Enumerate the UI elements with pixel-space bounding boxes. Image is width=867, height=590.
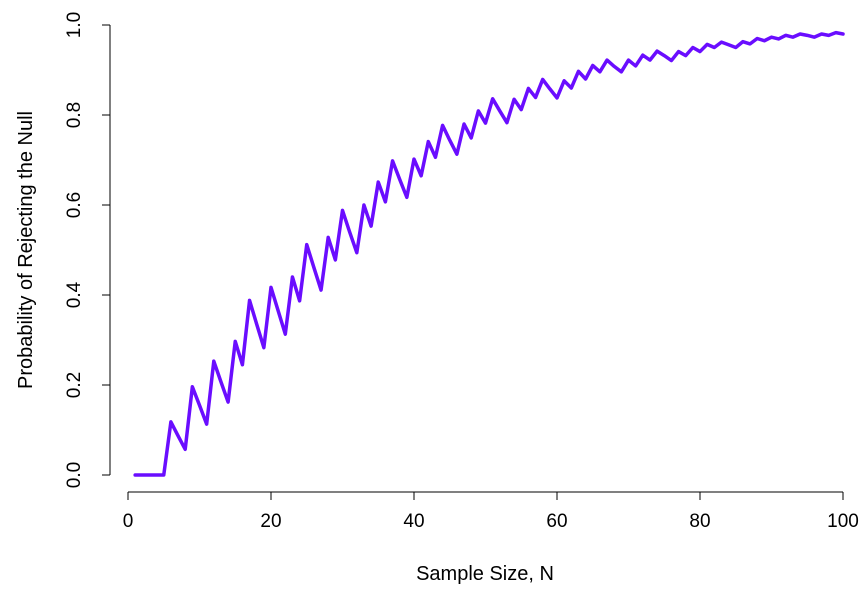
x-tick-label: 80 bbox=[689, 511, 710, 532]
x-tick-label: 0 bbox=[123, 511, 134, 532]
y-tick-label: 0.6 bbox=[64, 192, 85, 218]
x-tick-label: 40 bbox=[403, 511, 424, 532]
y-tick-label: 0.8 bbox=[64, 102, 85, 128]
y-tick-label: 0.2 bbox=[64, 372, 85, 398]
x-axis: 0 20 40 60 80 100 bbox=[123, 491, 859, 532]
y-tick-label: 0.4 bbox=[64, 281, 85, 308]
x-tick-label: 20 bbox=[260, 511, 281, 532]
x-tick-label: 100 bbox=[827, 511, 859, 532]
series-line bbox=[133, 30, 845, 477]
x-tick-label: 60 bbox=[546, 511, 567, 532]
y-axis: 0.0 0.2 0.4 0.6 0.8 1.0 bbox=[64, 12, 111, 488]
y-axis-title: Probability of Rejecting the Null bbox=[15, 111, 37, 389]
y-tick-label: 1.0 bbox=[64, 12, 85, 38]
plot-area bbox=[133, 30, 845, 477]
x-axis-title: Sample Size, N bbox=[416, 563, 554, 585]
y-tick-label: 0.0 bbox=[64, 462, 85, 488]
